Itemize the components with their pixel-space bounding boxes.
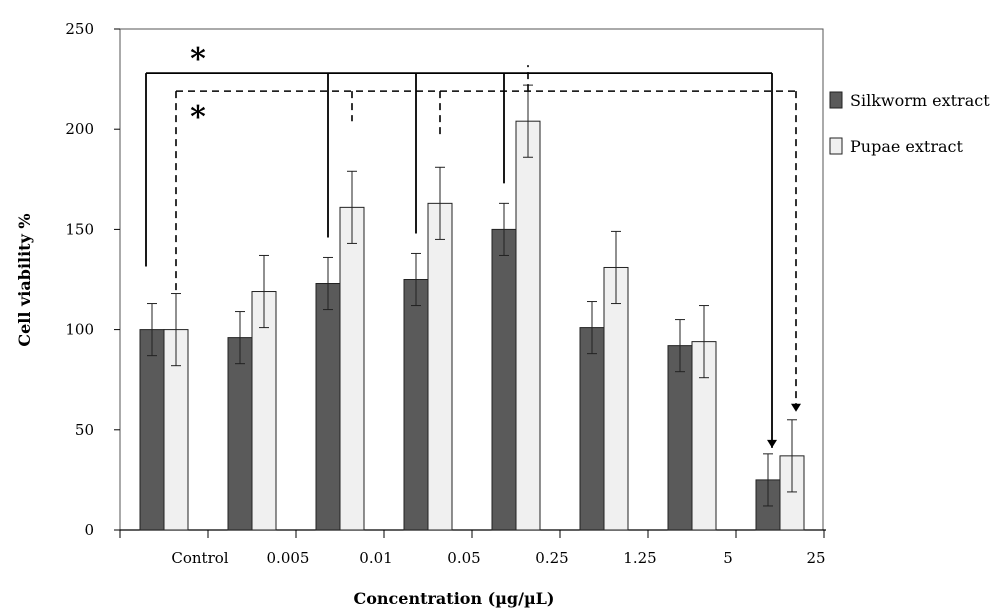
y-axis-title: Cell viability %	[15, 213, 34, 346]
bar	[491, 228, 517, 531]
y-tick-label: 50	[75, 421, 94, 439]
y-tick-label: 150	[65, 220, 94, 238]
bar	[339, 206, 365, 531]
bracket-arrowhead	[767, 439, 777, 448]
x-tick-label: 25	[806, 549, 825, 567]
x-tick-label: 0.005	[267, 549, 310, 567]
x-tick-label: 5	[723, 549, 733, 567]
legend-swatch	[829, 137, 843, 155]
x-axis-title: Concentration (µg/µL)	[354, 589, 555, 608]
y-tick-label: 0	[84, 521, 94, 539]
plot-frame	[119, 28, 824, 531]
x-tick-label: 1.25	[623, 549, 656, 567]
significance-star: *	[190, 100, 206, 135]
bracket-arrowhead	[791, 403, 801, 412]
y-tick-label: 250	[65, 20, 94, 38]
legend-swatch	[829, 91, 843, 109]
bar	[579, 327, 605, 531]
legend-label: Silkworm extract	[850, 91, 990, 110]
x-axis: Control 0.005 0.01 0.05 0.25 1.25 5 25	[119, 529, 826, 567]
significance-brackets: **	[145, 42, 801, 448]
x-tick-label: 0.25	[535, 549, 568, 567]
bar	[403, 279, 429, 531]
bar	[667, 345, 693, 531]
y-tick-label: 100	[65, 321, 94, 339]
bar	[251, 291, 277, 531]
legend: Silkworm extract Pupae extract	[829, 91, 990, 156]
significance-star: *	[190, 42, 206, 77]
bar	[427, 202, 453, 531]
bar	[515, 120, 541, 531]
bar	[227, 337, 253, 531]
bar	[603, 266, 629, 531]
bar	[139, 329, 165, 531]
y-axis: 0 50 100 150 200 250	[65, 20, 120, 539]
bars	[139, 84, 805, 531]
x-tick-label: 0.01	[359, 549, 392, 567]
bar	[315, 283, 341, 531]
y-tick-label: 200	[65, 120, 94, 138]
x-tick-label: 0.05	[447, 549, 480, 567]
x-tick-label: Control	[171, 549, 228, 567]
legend-label: Pupae extract	[850, 137, 963, 156]
plot-border	[119, 28, 824, 531]
